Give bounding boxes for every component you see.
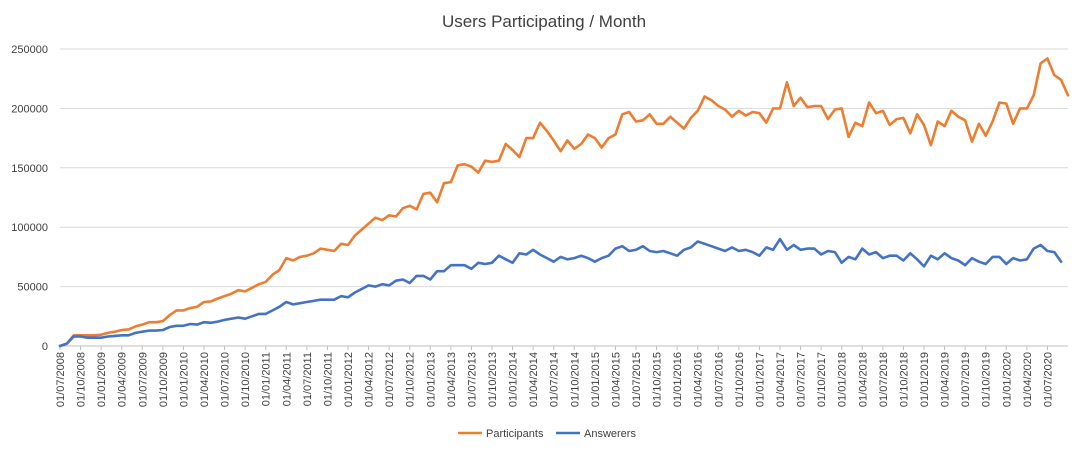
x-tick-label: 01/10/2008 xyxy=(76,352,88,407)
x-tick-label: 01/07/2019 xyxy=(960,352,972,407)
x-tick-label: 01/07/2018 xyxy=(878,352,890,407)
legend: Participants Answerers xyxy=(458,428,636,440)
x-tick-label: 01/10/2017 xyxy=(816,352,828,407)
x-tick-label: 01/07/2009 xyxy=(137,352,149,407)
x-tick-label: 01/07/2008 xyxy=(55,352,67,407)
x-tick-label: 01/01/2009 xyxy=(96,352,108,407)
chart-title: Users Participating / Month xyxy=(442,12,646,31)
x-axis-tick-labels: 01/07/2008 01/10/2008 01/01/2009 01/04/2009… xyxy=(55,346,1054,407)
x-tick-label: 01/01/2019 xyxy=(919,352,931,407)
series-line-answerers xyxy=(58,237,1063,348)
x-tick-label: 01/10/2012 xyxy=(405,352,417,407)
x-tick-label: 01/04/2010 xyxy=(199,352,211,407)
y-tick-label: 150000 xyxy=(11,163,48,175)
x-tick-label: 01/01/2010 xyxy=(178,352,190,407)
x-tick-label: 01/07/2016 xyxy=(713,352,725,407)
x-tick-label: 01/01/2013 xyxy=(425,352,437,407)
x-tick-label: 01/07/2011 xyxy=(302,352,314,406)
series-lines xyxy=(58,57,1070,348)
x-tick-label: 01/07/2015 xyxy=(631,352,643,407)
legend-label-answerers: Answerers xyxy=(584,428,636,440)
x-tick-label: 01/07/2012 xyxy=(384,352,396,407)
y-tick-label: 0 xyxy=(42,341,48,353)
x-tick-label: 01/04/2019 xyxy=(940,352,952,407)
x-tick-label: 01/04/2020 xyxy=(1022,352,1034,407)
x-tick-label: 01/07/2013 xyxy=(466,352,478,407)
x-tick-label: 01/10/2018 xyxy=(898,352,910,407)
x-tick-label: 01/10/2015 xyxy=(652,352,664,407)
x-tick-label: 01/10/2011 xyxy=(322,352,334,406)
x-tick-label: 01/04/2016 xyxy=(693,352,705,407)
x-tick-label: 01/01/2011 xyxy=(261,352,273,406)
x-tick-label: 01/07/2014 xyxy=(549,352,561,407)
x-tick-label: 01/01/2020 xyxy=(1001,352,1013,407)
y-tick-label: 200000 xyxy=(11,103,48,115)
y-tick-label: 250000 xyxy=(11,44,48,56)
x-tick-label: 01/01/2015 xyxy=(590,352,602,407)
x-tick-label: 01/04/2015 xyxy=(610,352,622,407)
y-axis-tick-labels: 0 50000 100000 150000 200000 250000 xyxy=(11,44,48,353)
x-tick-label: 01/01/2014 xyxy=(508,352,520,407)
x-tick-label: 01/01/2017 xyxy=(754,352,766,407)
x-tick-label: 01/10/2014 xyxy=(569,352,581,407)
legend-label-participants: Participants xyxy=(486,428,544,440)
x-tick-label: 01/04/2012 xyxy=(364,352,376,407)
x-tick-label: 01/07/2017 xyxy=(796,352,808,407)
x-tick-label: 01/01/2012 xyxy=(343,352,355,407)
x-tick-label: 01/04/2011 xyxy=(281,352,293,406)
x-tick-label: 01/10/2019 xyxy=(981,352,993,407)
x-tick-label: 01/07/2020 xyxy=(1042,352,1054,407)
series-line-participants xyxy=(58,57,1070,348)
x-tick-label: 01/04/2013 xyxy=(446,352,458,407)
x-tick-label: 01/10/2009 xyxy=(158,352,170,407)
x-tick-label: 01/04/2014 xyxy=(528,352,540,407)
x-tick-label: 01/07/2010 xyxy=(220,352,232,407)
x-tick-label: 01/10/2016 xyxy=(734,352,746,407)
x-tick-label: 01/04/2009 xyxy=(117,352,129,407)
x-tick-label: 01/10/2013 xyxy=(487,352,499,407)
y-tick-label: 50000 xyxy=(17,282,48,294)
gridlines xyxy=(60,48,1068,347)
x-tick-label: 01/04/2018 xyxy=(857,352,869,407)
x-tick-label: 01/01/2016 xyxy=(672,352,684,407)
x-tick-label: 01/04/2017 xyxy=(775,352,787,407)
y-tick-label: 100000 xyxy=(11,222,48,234)
x-tick-label: 01/01/2018 xyxy=(837,352,849,407)
x-tick-label: 01/10/2010 xyxy=(240,352,252,407)
